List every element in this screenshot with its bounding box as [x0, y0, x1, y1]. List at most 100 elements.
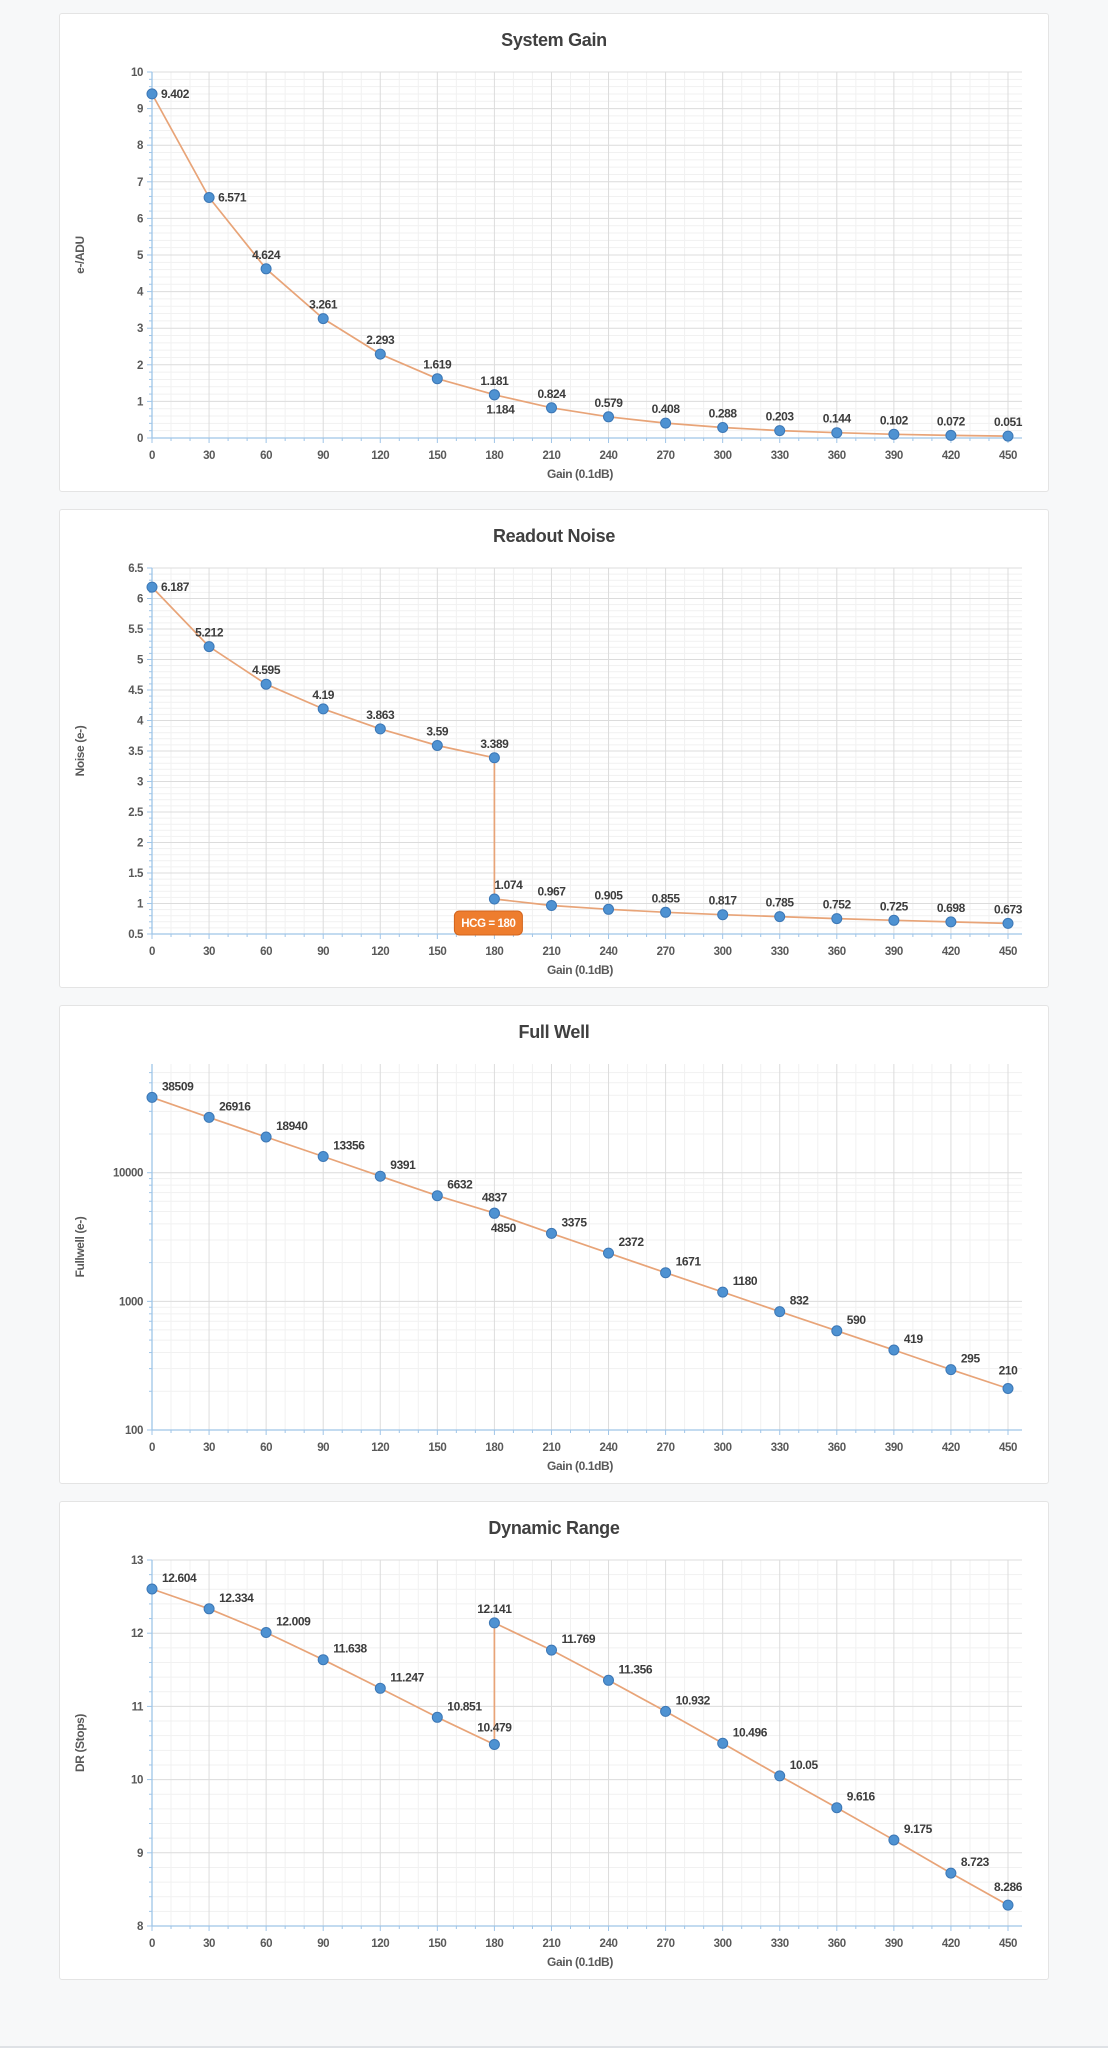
x-tick-label: 240: [600, 1442, 618, 1454]
x-tick-label: 180: [485, 1938, 503, 1950]
y-tick-label: 100: [125, 1425, 143, 1437]
x-tick-label: 270: [657, 450, 675, 462]
data-point-marker: [431, 373, 443, 385]
x-tick-labels: 0 30 60 90 120 150 180 210 240 270 300 330 360 390 420…: [149, 1938, 1017, 1950]
x-tick-label: 90: [317, 946, 329, 958]
full-well-plot: 0 30 60 90 120 150 180 210 240 270 300 330 360 390 420…: [73, 1064, 1022, 1473]
data-point-marker: [260, 263, 272, 275]
x-tick-label: 0: [149, 1442, 155, 1454]
data-point-marker: [774, 1306, 786, 1318]
y-tick-labels: 0.5 1 1.5 2 2.5 3 3.5 4 4.5 5 5.5 6 6.5: [128, 563, 144, 941]
x-tick-label: 90: [317, 450, 329, 462]
x-tick-label: 360: [828, 1442, 846, 1454]
data-point-marker: [546, 1227, 557, 1239]
data-point-label: 0.725: [880, 899, 909, 913]
data-point-marker: [831, 1802, 843, 1814]
data-point-label: 3.863: [366, 708, 395, 722]
data-point-markers: [146, 88, 1014, 442]
data-point-label: 8.286: [994, 1880, 1023, 1894]
data-point-label: 6.571: [218, 191, 247, 205]
data-point-marker: [488, 1207, 500, 1219]
gridlines-major: [152, 567, 1022, 934]
data-point-labels: 6.187 5.212 4.595 4.19 3.863 3.59 3.389 1.074 0.…: [161, 580, 1023, 916]
x-tick-label: 210: [542, 450, 560, 462]
data-point-marker: [146, 581, 158, 593]
data-point-label: 9391: [390, 1158, 416, 1172]
data-point-label: 10.479: [477, 1721, 512, 1735]
data-point-marker: [831, 427, 843, 439]
full-well-chart-card: Full Well 0 30 60 90 120 150 180 210 240 270 300 33…: [59, 1005, 1049, 1484]
data-point-label: 3375: [562, 1215, 588, 1229]
y-tick-label: 9: [137, 1848, 143, 1860]
x-tick-label: 330: [771, 1442, 789, 1454]
series-line: [151, 1096, 1009, 1390]
system-gain-plot: 0 30 60 90 120 150 180 210 240 270 300 330 360 390 420…: [73, 67, 1023, 481]
data-point-label: 11.769: [562, 1632, 596, 1646]
data-point-marker: [260, 678, 272, 690]
data-point-label: 0.817: [709, 894, 738, 908]
y-tick-labels: 8 9 10 11 12 13: [131, 1555, 144, 1933]
data-point-marker: [660, 417, 672, 429]
x-tick-label: 270: [657, 946, 675, 958]
data-point-label: 11.247: [390, 1670, 424, 1684]
data-point-marker: [888, 914, 900, 926]
data-point-marker: [203, 192, 215, 203]
dynamic-range-chart-card: Dynamic Range 0 30 60 90 120 150 180 210 240 270 3…: [59, 1501, 1049, 1980]
y-tick-label: 11: [132, 1701, 144, 1713]
data-point-marker: [945, 429, 957, 441]
data-point-label: 10.05: [790, 1758, 819, 1772]
data-point-label: 2.293: [366, 333, 395, 347]
x-tick-label: 420: [942, 1938, 960, 1950]
data-point-label: 12.334: [219, 1591, 254, 1605]
data-point-marker: [1002, 1899, 1014, 1911]
data-point-label: 0.752: [823, 898, 852, 912]
data-point-marker: [317, 313, 329, 325]
y-tick-label: 7: [137, 177, 143, 189]
data-point-label: 0.102: [880, 413, 909, 427]
x-tick-label: 150: [428, 1938, 446, 1950]
x-axis-title: Gain (0.1dB): [547, 467, 613, 481]
y-tick-label: 6: [137, 213, 143, 225]
x-tick-label: 450: [999, 946, 1017, 958]
x-tick-label: 270: [657, 1938, 675, 1950]
hcg-annotation-text: HCG = 180: [461, 918, 515, 930]
data-point-label: 6632: [447, 1178, 473, 1192]
data-point-marker: [717, 1737, 729, 1749]
x-tick-labels: 0 30 60 90 120 150 180 210 240 270 300 330 360 390 420…: [149, 1442, 1017, 1454]
data-point-marker: [431, 1711, 443, 1723]
data-point-marker: [374, 1682, 386, 1694]
x-tick-label: 300: [714, 1938, 732, 1950]
x-tick-label: 270: [657, 1442, 675, 1454]
x-tick-label: 60: [260, 946, 272, 958]
x-tick-labels: 0 30 60 90 120 150 180 210 240 270 300 330 360 390 420…: [149, 450, 1017, 462]
data-point-labels: 12.604 12.334 12.009 11.638 11.247 10.851 10.4…: [162, 1571, 1023, 1894]
x-tick-label: 60: [260, 1938, 272, 1950]
data-point-marker: [660, 1705, 672, 1717]
data-point-label: 210: [999, 1364, 1019, 1378]
x-tick-label: 120: [371, 1938, 389, 1950]
data-point-marker: [945, 916, 957, 928]
x-tick-label: 450: [999, 450, 1017, 462]
data-point-label: 0.579: [594, 396, 623, 410]
data-point-marker: [660, 906, 672, 918]
y-tick-label: 1: [137, 396, 144, 408]
data-point-label: 11.356: [619, 1662, 653, 1676]
data-point-marker: [831, 913, 843, 925]
x-tick-label: 420: [942, 1442, 960, 1454]
x-tick-labels: 0 30 60 90 120 150 180 210 240 270 300 330 360 390 420…: [149, 946, 1017, 958]
data-point-marker: [888, 1344, 900, 1356]
data-point-marker: [146, 1091, 158, 1103]
x-tick-label: 330: [771, 450, 789, 462]
x-tick-label: 360: [828, 1938, 846, 1950]
data-point-marker: [945, 1867, 957, 1879]
gridlines-minor: [152, 1064, 1022, 1430]
data-point-marker: [888, 428, 900, 440]
camera-gain-charts-page: System Gain 0 30 60 90 120 150 180 210 240 270 300…: [59, 13, 1049, 1980]
data-point-marker: [488, 752, 500, 764]
x-tick-label: 90: [317, 1442, 329, 1454]
data-point-marker: [603, 411, 614, 423]
x-tick-label: 390: [885, 450, 903, 462]
data-point-marker: [374, 723, 386, 735]
x-tick-label: 420: [942, 450, 960, 462]
x-tick-label: 390: [885, 1938, 903, 1950]
